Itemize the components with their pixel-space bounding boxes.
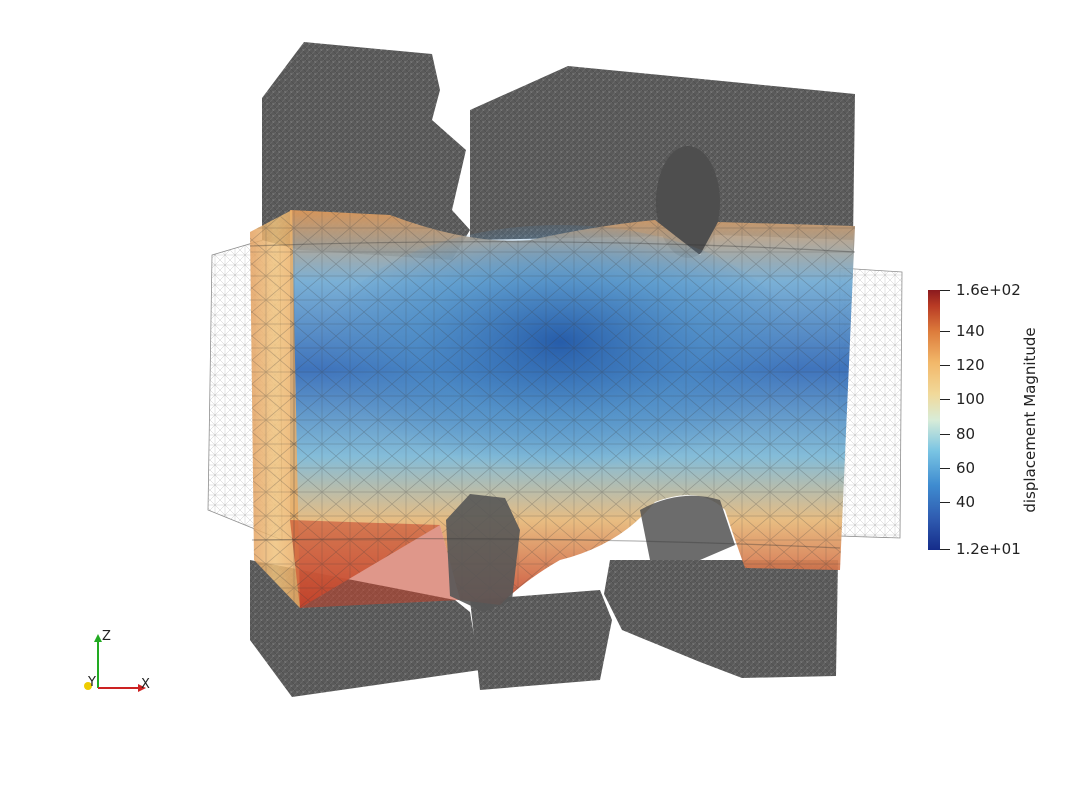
colorbar-tick (940, 434, 950, 435)
lower-right-notch (640, 495, 735, 560)
z-axis-arrow (94, 634, 102, 642)
z-axis-label: Z (102, 629, 111, 644)
y-axis-marker (84, 682, 92, 690)
colorbar-tick-label: 40 (956, 493, 976, 511)
colorbar-min-label: 1.2e+01 (956, 540, 1021, 558)
colorbar-tick-min (940, 549, 950, 550)
orientation-axes: Z Y X (84, 629, 150, 692)
colorbar (928, 290, 940, 550)
colorbar-max-label: 1.6e+02 (956, 281, 1021, 299)
colorbar-tick (940, 502, 950, 503)
specimen-volume-left (262, 42, 470, 260)
colorbar-tick-label: 120 (956, 356, 985, 374)
x-axis-label: X (141, 677, 150, 692)
colorbar-tick-label: 60 (956, 459, 976, 477)
y-axis-label: Y (87, 675, 96, 690)
colorbar-tick (940, 468, 950, 469)
colorbar-tick-label: 100 (956, 390, 985, 408)
colorbar-tick-label: 80 (956, 425, 976, 443)
specimen-volume-lower-right (604, 560, 838, 678)
colorbar-tick (940, 399, 950, 400)
specimen-volume-right (470, 66, 855, 240)
colorbar-tick-max (940, 290, 950, 291)
upper-notch (656, 146, 720, 258)
lower-middle-volume (470, 590, 612, 690)
x-axis-arrow (138, 684, 146, 692)
colorbar-title: displacement Magnitude (1021, 327, 1039, 513)
colorbar-tick (940, 365, 950, 366)
colorbar-tick-label: 140 (956, 322, 985, 340)
lower-notch (446, 494, 520, 612)
colorbar-tick (940, 331, 950, 332)
